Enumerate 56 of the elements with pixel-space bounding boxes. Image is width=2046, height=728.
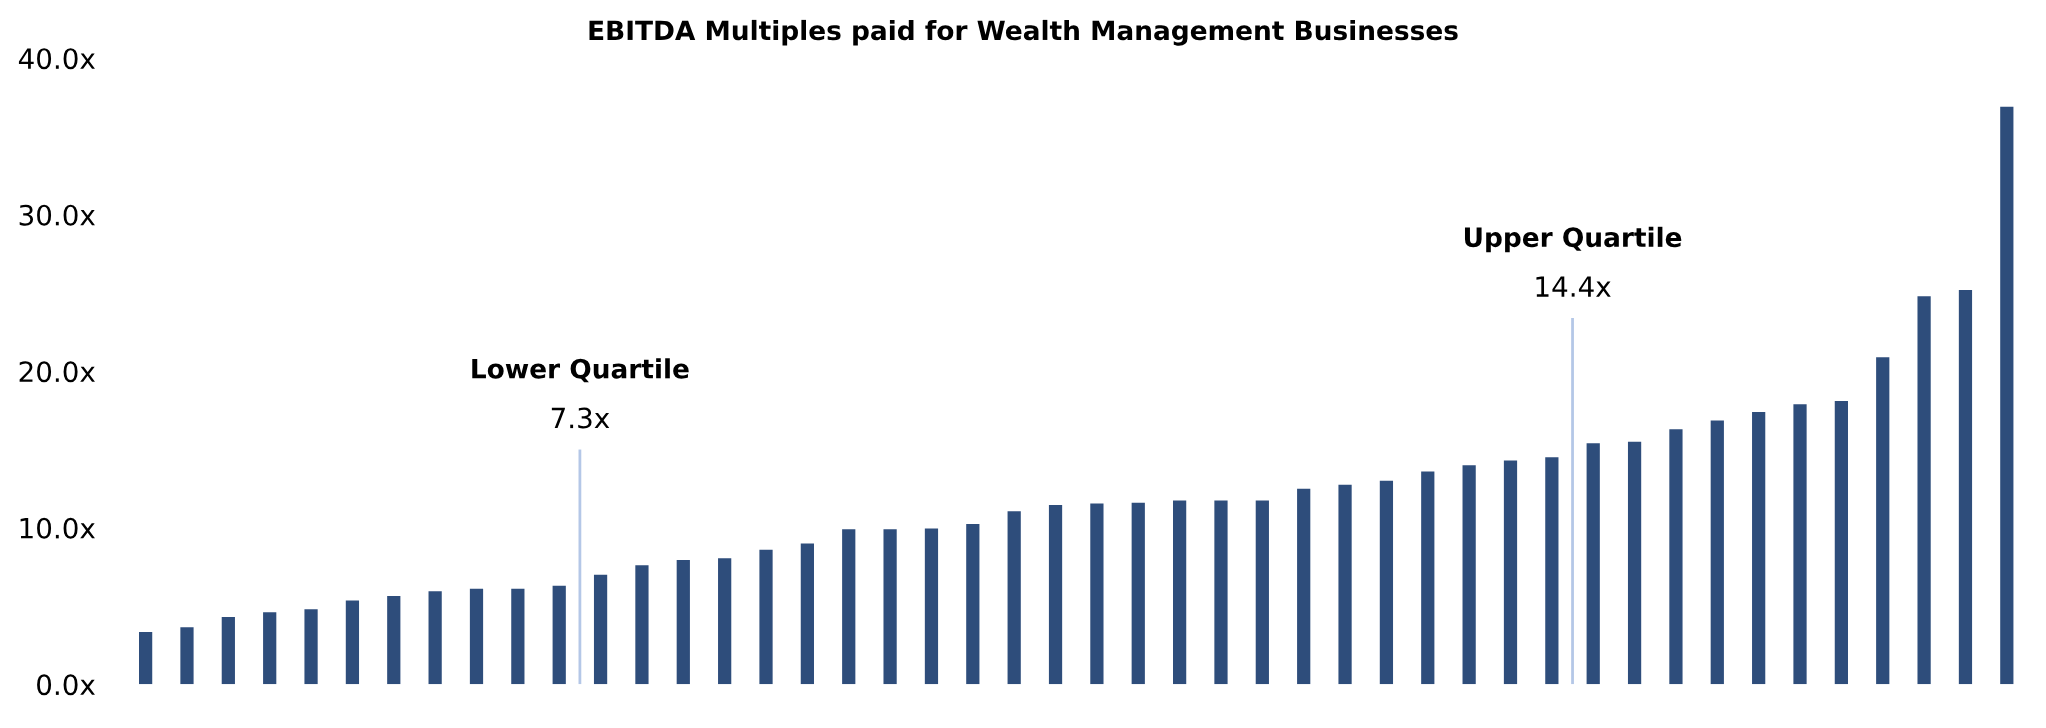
bar (552, 585, 566, 685)
bar (428, 591, 442, 685)
bar (1834, 401, 1848, 685)
bar (221, 617, 235, 685)
bar (1627, 441, 1642, 685)
bar (469, 588, 484, 685)
bar (345, 600, 360, 685)
bar (1793, 404, 1807, 685)
bar (2000, 106, 2014, 685)
bar (1131, 502, 1145, 685)
bar (1297, 488, 1311, 685)
bar (1007, 511, 1021, 685)
bar (593, 574, 608, 685)
y-tick-label: 20.0x (19, 361, 95, 383)
bar (718, 558, 732, 685)
bar (759, 549, 773, 685)
bar (511, 588, 525, 685)
bar (1752, 411, 1766, 685)
bar (1255, 500, 1269, 685)
bar (1710, 420, 1724, 685)
bar (304, 609, 318, 685)
bar (800, 543, 814, 685)
annotation: Lower Quartile (472, 358, 689, 383)
annotation: Upper Quartile (1464, 226, 1682, 253)
annotation: 14.4x (1536, 276, 1611, 297)
y-tick-label: 10.0x (20, 517, 95, 539)
bar (1421, 471, 1435, 685)
bar (924, 528, 939, 685)
bar (1876, 357, 1890, 685)
bar (139, 631, 153, 685)
y-tick-label: 40.0x (18, 48, 95, 70)
bar (676, 559, 690, 685)
bar (263, 612, 277, 685)
bar (842, 529, 856, 685)
bar (1958, 289, 1973, 685)
annotation: 7.3x (551, 407, 610, 429)
bar (1503, 460, 1518, 685)
y-tick-label: 30.0x (19, 204, 95, 226)
bar (883, 529, 897, 685)
bar (1338, 484, 1352, 685)
y-tick-label: 0.0x (37, 674, 95, 696)
bar (1669, 429, 1683, 685)
bar (966, 523, 980, 685)
bar (1545, 457, 1559, 685)
bar (1090, 503, 1104, 685)
chart-title: EBITDA Multiples paid for Wealth Management Businesses (589, 19, 1458, 46)
bar (1214, 500, 1228, 685)
bar (1462, 465, 1476, 685)
bar (1173, 500, 1187, 685)
bar (1917, 296, 1931, 685)
bar (1048, 505, 1063, 685)
bar (635, 565, 649, 685)
bar (1586, 443, 1600, 685)
bar (1379, 480, 1394, 685)
bar (180, 627, 194, 685)
bar (387, 595, 401, 685)
